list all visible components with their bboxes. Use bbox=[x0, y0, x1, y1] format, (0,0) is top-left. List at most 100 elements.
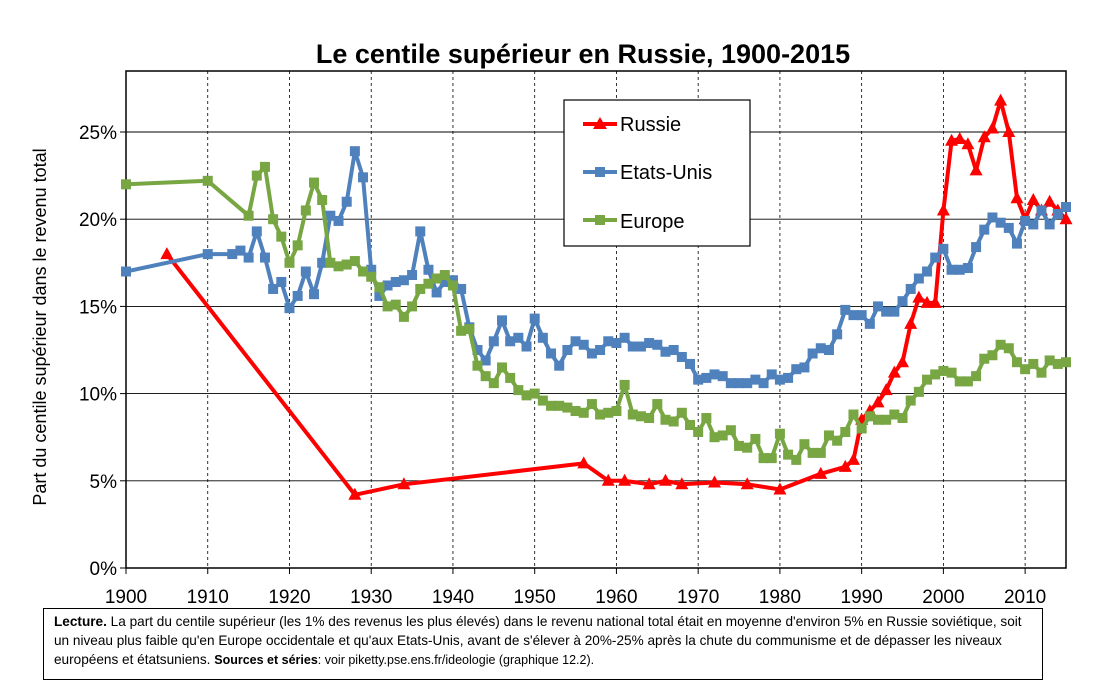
data-point-russie bbox=[912, 290, 926, 303]
data-point-russie bbox=[1010, 191, 1024, 204]
data-point-etats-unis bbox=[954, 264, 965, 275]
data-point-etats-unis bbox=[554, 360, 565, 371]
data-point-europe bbox=[905, 395, 916, 406]
data-point-etats-unis bbox=[897, 296, 908, 307]
data-point-europe bbox=[946, 367, 957, 378]
data-point-europe bbox=[1020, 364, 1031, 375]
data-point-etats-unis bbox=[595, 345, 606, 355]
data-point-etats-unis bbox=[979, 224, 990, 235]
data-point-etats-unis bbox=[1052, 208, 1063, 219]
data-point-europe bbox=[251, 170, 262, 181]
data-point-europe bbox=[292, 240, 303, 251]
data-point-europe bbox=[693, 426, 704, 437]
y-axis-label: Part du centile supérieur dans le revenu… bbox=[30, 148, 50, 505]
data-point-etats-unis bbox=[611, 338, 622, 349]
data-point-etats-unis bbox=[635, 341, 646, 352]
data-point-etats-unis bbox=[456, 283, 467, 294]
data-point-etats-unis bbox=[300, 266, 311, 277]
data-point-etats-unis bbox=[791, 364, 802, 375]
data-point-etats-unis bbox=[578, 339, 589, 350]
x-tick-label: 1910 bbox=[187, 587, 229, 608]
data-point-europe bbox=[546, 400, 557, 411]
x-tick-label: 1930 bbox=[350, 587, 392, 608]
data-point-etats-unis bbox=[644, 338, 655, 349]
data-point-etats-unis bbox=[717, 371, 728, 382]
legend-label-russie: Russie bbox=[620, 114, 681, 136]
note-text: La part du centile supérieur (les 1% des… bbox=[54, 614, 1022, 667]
data-point-etats-unis bbox=[374, 290, 385, 301]
data-point-etats-unis bbox=[505, 336, 516, 347]
data-point-etats-unis bbox=[946, 264, 957, 275]
data-point-etats-unis bbox=[358, 172, 369, 183]
data-point-europe bbox=[578, 407, 589, 418]
data-point-etats-unis bbox=[750, 374, 761, 385]
data-point-etats-unis bbox=[758, 378, 769, 389]
data-point-europe bbox=[1052, 358, 1063, 369]
data-point-europe bbox=[349, 256, 360, 267]
data-point-europe bbox=[701, 413, 712, 424]
reading-note: Lecture. La part du centile supérieur (l… bbox=[43, 608, 1043, 680]
series-etats-unis bbox=[121, 146, 1071, 389]
x-tick-label: 2000 bbox=[922, 587, 964, 608]
data-point-europe bbox=[791, 454, 802, 465]
data-point-etats-unis bbox=[685, 358, 695, 369]
data-point-europe bbox=[954, 376, 965, 387]
data-point-europe bbox=[243, 210, 254, 221]
y-tick-label: 0% bbox=[90, 559, 118, 580]
x-tick-label: 1920 bbox=[268, 587, 310, 608]
data-point-etats-unis bbox=[864, 318, 875, 329]
data-point-etats-unis bbox=[497, 315, 507, 326]
data-point-europe bbox=[529, 388, 540, 399]
data-point-etats-unis bbox=[325, 210, 336, 221]
data-point-etats-unis bbox=[676, 351, 687, 362]
data-point-etats-unis bbox=[701, 372, 712, 383]
data-point-europe bbox=[922, 374, 933, 385]
data-point-russie bbox=[814, 466, 828, 479]
legend-marker-russie bbox=[593, 117, 607, 129]
data-point-europe bbox=[938, 365, 949, 376]
data-point-etats-unis bbox=[627, 341, 638, 352]
data-point-etats-unis bbox=[276, 276, 287, 287]
data-point-etats-unis bbox=[913, 273, 924, 284]
data-point-europe bbox=[987, 350, 998, 361]
note-sources-text: : voir piketty.pse.ens.fr/ideologie (gra… bbox=[317, 653, 595, 667]
data-point-etats-unis bbox=[472, 345, 483, 355]
data-point-etats-unis bbox=[848, 310, 859, 321]
data-point-europe bbox=[1003, 343, 1014, 354]
data-point-etats-unis bbox=[840, 304, 851, 315]
data-point-europe bbox=[611, 406, 622, 417]
data-point-russie bbox=[904, 316, 918, 329]
data-point-europe bbox=[382, 301, 393, 312]
data-point-etats-unis bbox=[537, 332, 548, 343]
data-point-etats-unis bbox=[390, 276, 401, 287]
data-point-russie bbox=[397, 477, 411, 490]
x-tick-label: 1970 bbox=[677, 587, 719, 608]
data-point-europe bbox=[407, 301, 418, 312]
data-point-europe bbox=[864, 411, 875, 422]
data-point-europe bbox=[586, 399, 597, 410]
data-point-europe bbox=[390, 299, 401, 310]
data-point-etats-unis bbox=[586, 348, 597, 359]
data-point-etats-unis bbox=[766, 369, 777, 380]
data-point-europe bbox=[823, 430, 834, 441]
data-point-etats-unis bbox=[415, 226, 426, 237]
data-point-europe bbox=[832, 435, 843, 446]
data-point-europe bbox=[1061, 357, 1071, 368]
data-point-russie bbox=[879, 383, 893, 396]
data-point-etats-unis bbox=[562, 345, 573, 355]
data-point-etats-unis bbox=[987, 212, 998, 223]
data-point-europe bbox=[930, 369, 941, 380]
data-point-europe bbox=[497, 362, 507, 373]
data-point-etats-unis bbox=[734, 378, 745, 389]
data-point-etats-unis bbox=[1020, 215, 1031, 226]
x-tick-label: 1980 bbox=[759, 587, 801, 608]
data-point-europe bbox=[309, 177, 319, 188]
data-point-etats-unis bbox=[889, 306, 900, 317]
data-point-europe bbox=[276, 231, 287, 242]
data-point-etats-unis bbox=[480, 355, 491, 366]
data-point-etats-unis bbox=[881, 306, 892, 317]
data-point-russie bbox=[896, 355, 910, 368]
data-point-europe bbox=[758, 453, 769, 464]
data-point-europe bbox=[897, 413, 908, 424]
chart-title: Le centile supérieur en Russie, 1900-201… bbox=[316, 39, 850, 69]
